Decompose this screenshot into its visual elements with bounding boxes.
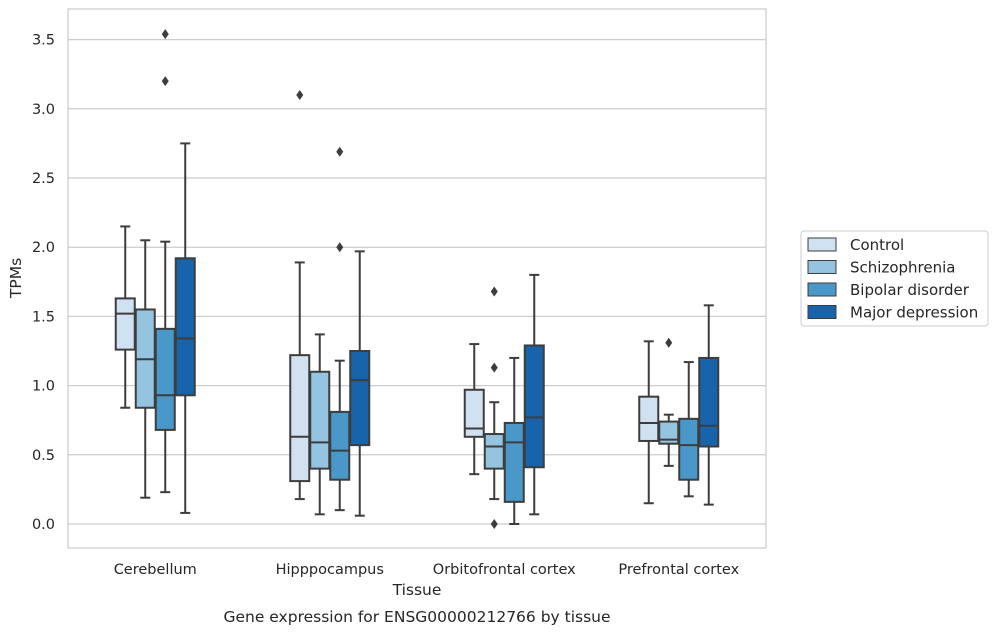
box-orbitofrontal-cortex-control bbox=[463, 343, 485, 476]
y-tick-label: 2.0 bbox=[32, 240, 55, 256]
plot-frame bbox=[67, 8, 767, 549]
x-tick-label: Hipppocampus bbox=[276, 562, 384, 578]
box-hipppocampus-major-depression bbox=[349, 250, 371, 517]
grid-lines bbox=[68, 38, 766, 525]
y-tick-label: 1.5 bbox=[32, 309, 55, 325]
box-body bbox=[349, 350, 371, 447]
outlier-point bbox=[336, 146, 344, 157]
outlier-point bbox=[336, 242, 344, 253]
outlier-point bbox=[490, 362, 498, 373]
box-body bbox=[638, 395, 660, 442]
box-cerebellum-control bbox=[114, 225, 136, 409]
legend: Control Schizophrenia Bipolar disorder Majo… bbox=[800, 230, 989, 327]
legend-label: Schizophrenia bbox=[850, 259, 955, 277]
y-axis-label: TPMs bbox=[7, 258, 25, 299]
legend-label: Bipolar disorder bbox=[850, 281, 970, 299]
legend-frame bbox=[800, 230, 989, 327]
y-tick-label: 2.5 bbox=[32, 171, 55, 187]
box-cerebellum-schizophrenia bbox=[134, 239, 156, 499]
outlier-point bbox=[161, 29, 169, 40]
box-body bbox=[329, 410, 351, 481]
box-body bbox=[463, 388, 485, 438]
legend-label: Major depression bbox=[850, 304, 978, 322]
legend-swatch bbox=[807, 282, 837, 297]
box-prefrontal-cortex-major-depression bbox=[698, 304, 720, 506]
box-orbitofrontal-cortex-schizophrenia bbox=[483, 286, 505, 529]
y-tick-label: 0.0 bbox=[32, 517, 55, 533]
y-tick-label: 3.5 bbox=[32, 33, 55, 49]
outlier-point bbox=[296, 89, 304, 100]
box-hipppocampus-bipolar-disorder bbox=[329, 146, 351, 512]
box-body bbox=[289, 354, 311, 483]
x-tick-label: Cerebellum bbox=[114, 562, 197, 578]
box-hipppocampus-schizophrenia bbox=[309, 333, 331, 516]
box-body bbox=[503, 421, 525, 503]
box-orbitofrontal-cortex-bipolar-disorder bbox=[503, 356, 525, 525]
box-plots bbox=[114, 29, 720, 529]
box-hipppocampus-control bbox=[289, 89, 311, 501]
box-body bbox=[483, 433, 505, 470]
x-axis-label: Tissue bbox=[392, 581, 442, 599]
x-tick-label: Prefrontal cortex bbox=[618, 562, 739, 578]
y-tick-label: 0.5 bbox=[32, 448, 55, 464]
box-body bbox=[698, 356, 720, 448]
outlier-point bbox=[490, 286, 498, 297]
box-cerebellum-bipolar-disorder bbox=[154, 29, 176, 494]
box-cerebellum-major-depression bbox=[174, 142, 196, 514]
legend-swatch bbox=[807, 260, 837, 274]
box-body bbox=[678, 417, 700, 481]
box-body bbox=[174, 257, 196, 397]
box-prefrontal-cortex-control bbox=[638, 340, 660, 505]
box-prefrontal-cortex-bipolar-disorder bbox=[678, 361, 700, 498]
x-tick-label: Orbitofrontal cortex bbox=[433, 562, 576, 578]
legend-swatch bbox=[807, 237, 837, 252]
x-tick-labels: Cerebellum Hipppocampus Orbitofrontal cort… bbox=[114, 562, 740, 578]
box-prefrontal-cortex-schizophrenia bbox=[658, 337, 680, 467]
outlier-point bbox=[490, 519, 498, 529]
box-body bbox=[309, 370, 331, 470]
box-body bbox=[154, 327, 176, 431]
outlier-point bbox=[161, 76, 169, 87]
figure-caption: Gene expression for ENSG00000212766 by t… bbox=[223, 608, 610, 626]
box-body bbox=[114, 297, 136, 351]
y-tick-label: 1.0 bbox=[32, 379, 55, 395]
outlier-point bbox=[665, 337, 673, 348]
legend-label: Control bbox=[850, 236, 904, 254]
box-body bbox=[523, 344, 545, 469]
y-tick-label: 3.0 bbox=[32, 102, 55, 118]
y-tick-labels: 0.0 0.5 1.0 1.5 2.0 2.5 3.0 3.5 bbox=[32, 33, 55, 533]
box-orbitofrontal-cortex-major-depression bbox=[523, 273, 545, 516]
legend-swatch bbox=[807, 305, 837, 319]
